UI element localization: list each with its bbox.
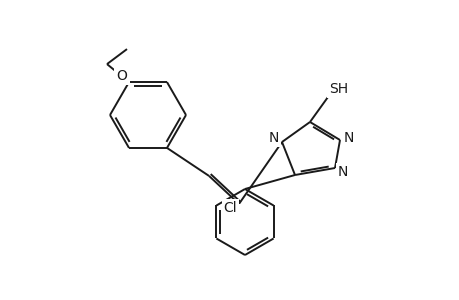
Text: SH: SH	[329, 82, 348, 96]
Text: N: N	[228, 206, 239, 220]
Text: N: N	[337, 165, 347, 179]
Text: Cl: Cl	[223, 202, 237, 215]
Text: N: N	[343, 131, 353, 145]
Text: O: O	[116, 69, 127, 83]
Text: N: N	[268, 131, 279, 145]
